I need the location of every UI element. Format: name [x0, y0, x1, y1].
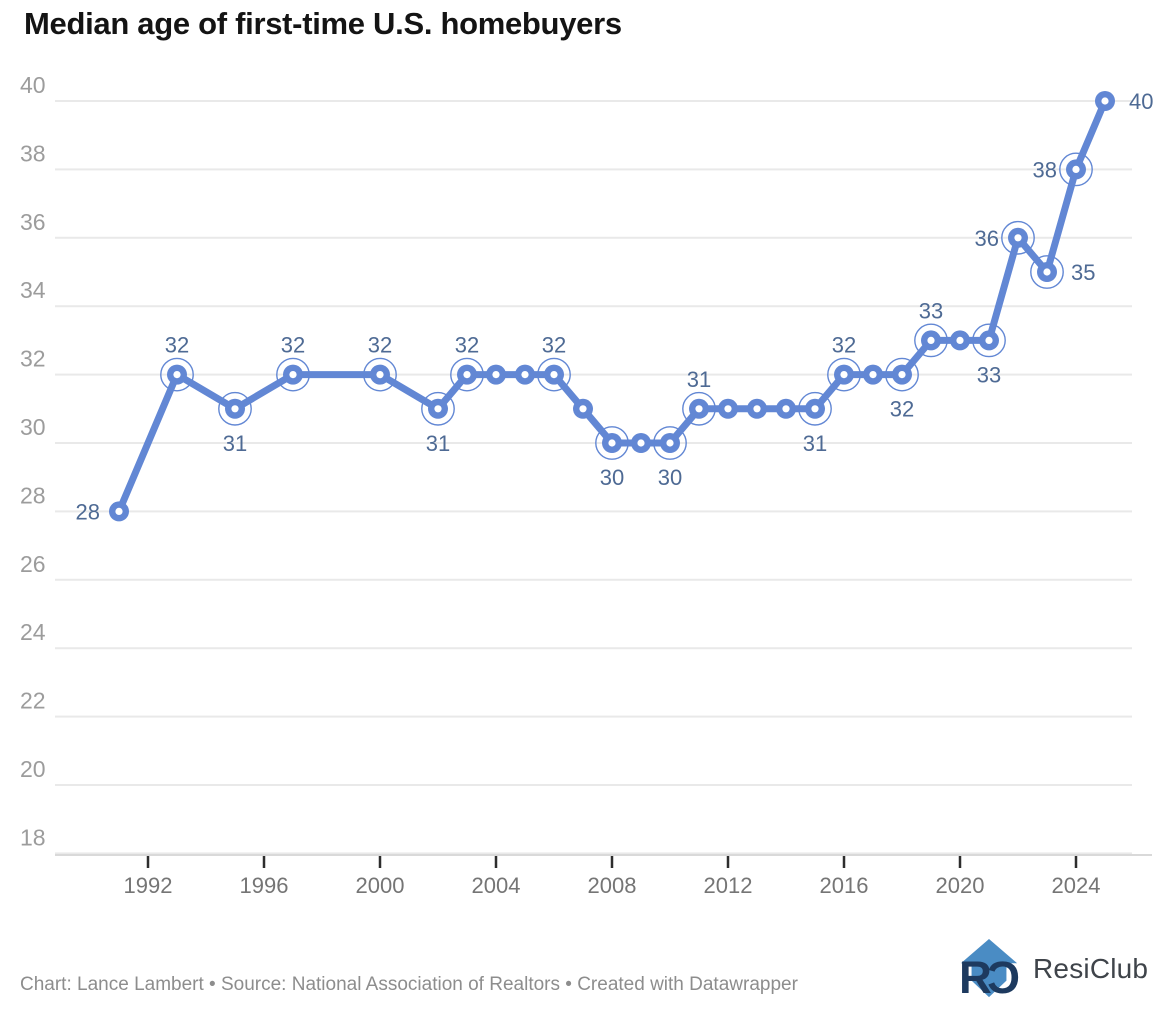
- data-point-ring: [1059, 152, 1093, 187]
- x-axis-tick-label: 1996: [240, 873, 289, 898]
- data-point-center: [463, 371, 471, 379]
- y-axis-tick-label: 22: [20, 688, 46, 714]
- data-point-ring: [885, 357, 919, 392]
- data-point-label: 32: [832, 333, 856, 358]
- data-point-label: 38: [1033, 157, 1057, 182]
- data-point-ring: [276, 357, 310, 392]
- data-point-label: 32: [165, 333, 189, 358]
- data-point-ring: [914, 323, 948, 358]
- data-point-ring: [1030, 255, 1064, 289]
- y-axis-tick-label: 26: [20, 551, 46, 577]
- data-point-center: [289, 371, 297, 379]
- x-axis-tick-label: 2020: [936, 873, 985, 898]
- house-shape: [960, 938, 1018, 998]
- resiclub-logo-text: ResiClub: [1033, 953, 1149, 984]
- data-point-ring: [827, 357, 861, 392]
- data-point-center: [231, 405, 239, 413]
- data-point-center: [173, 371, 181, 379]
- data-point-ring: [1001, 220, 1035, 255]
- resiclub-house-icon: R C: [959, 938, 1020, 1001]
- data-point-center: [550, 371, 558, 379]
- data-point-ring: [682, 391, 716, 426]
- data-point-label: 31: [687, 367, 711, 392]
- x-axis-tick-label: 2000: [356, 873, 405, 898]
- x-axis-tick-label: 2024: [1052, 873, 1101, 898]
- data-point-center: [376, 371, 384, 379]
- data-point-center: [1043, 268, 1051, 276]
- data-point-center: [956, 336, 964, 344]
- data-point-ring: [972, 323, 1006, 358]
- data-point-label: 30: [600, 465, 624, 490]
- y-axis-tick-label: 28: [20, 482, 46, 508]
- data-point-label: 30: [658, 465, 682, 490]
- data-point-center: [869, 371, 877, 379]
- logo-letter-r: R: [959, 952, 992, 1001]
- data-point-label: 32: [890, 397, 914, 422]
- data-point-label: 32: [368, 333, 392, 358]
- data-point-center: [753, 405, 761, 413]
- data-point-center: [724, 405, 732, 413]
- y-axis-tick-label: 18: [20, 824, 46, 850]
- data-point-center: [840, 371, 848, 379]
- data-point-label: 35: [1071, 260, 1095, 285]
- data-point-center: [985, 336, 993, 344]
- data-point-label: 36: [975, 226, 999, 251]
- data-point-ring: [218, 391, 252, 426]
- data-point-label: 33: [919, 298, 943, 323]
- data-point-label: 32: [542, 333, 566, 358]
- resiclub-logo: R C ResiClub: [958, 937, 1148, 1001]
- data-point-center: [521, 371, 529, 379]
- x-axis-tick-label: 1992: [124, 873, 173, 898]
- data-point-label: 32: [455, 333, 479, 358]
- data-point-center: [1101, 97, 1109, 105]
- page-title: Median age of first-time U.S. homebuyers: [24, 6, 622, 41]
- data-point-label: 31: [223, 431, 247, 456]
- data-point-label: 28: [76, 499, 100, 524]
- data-point-center: [434, 405, 442, 413]
- data-point-ring: [798, 391, 832, 426]
- data-point-ring: [160, 357, 194, 392]
- data-point-ring: [363, 357, 397, 392]
- y-axis-tick-label: 40: [20, 72, 46, 98]
- data-point-center: [637, 439, 645, 447]
- data-point-center: [492, 371, 500, 379]
- data-point-center: [115, 507, 123, 515]
- logo-letter-c-mirrored: C: [987, 952, 1020, 1001]
- data-point-center: [579, 405, 587, 413]
- data-point-ring: [595, 426, 629, 460]
- y-axis-tick-label: 20: [20, 756, 46, 782]
- data-point-ring: [537, 357, 571, 392]
- data-point-center: [1072, 165, 1080, 173]
- data-point-ring: [450, 357, 484, 392]
- data-point-center: [1014, 234, 1022, 242]
- y-axis-tick-label: 38: [20, 140, 46, 166]
- data-point-center: [695, 405, 703, 413]
- y-axis-tick-label: 32: [20, 346, 46, 372]
- data-point-center: [608, 439, 616, 447]
- data-point-center: [811, 405, 819, 413]
- x-axis-tick-label: 2008: [588, 873, 637, 898]
- x-axis-tick-label: 2016: [820, 873, 869, 898]
- data-point-center: [782, 405, 790, 413]
- data-point-ring: [653, 426, 687, 460]
- x-axis-tick-label: 2004: [472, 873, 521, 898]
- data-point-center: [927, 336, 935, 344]
- data-point-label: 33: [977, 362, 1001, 387]
- y-axis-tick-label: 36: [20, 209, 46, 235]
- data-point-center: [666, 439, 674, 447]
- y-axis-tick-label: 34: [20, 277, 46, 303]
- data-point-label: 31: [803, 431, 827, 456]
- y-axis-tick-label: 24: [20, 619, 46, 645]
- data-point-label: 32: [281, 333, 305, 358]
- x-axis-tick-label: 2012: [704, 873, 753, 898]
- data-point-center: [898, 371, 906, 379]
- footer-credits: Chart: Lance Lambert • Source: National …: [20, 974, 798, 995]
- data-point-label: 31: [426, 431, 450, 456]
- data-point-label: 40: [1129, 89, 1153, 114]
- data-point-ring: [421, 391, 455, 426]
- y-axis-tick-label: 30: [20, 414, 46, 440]
